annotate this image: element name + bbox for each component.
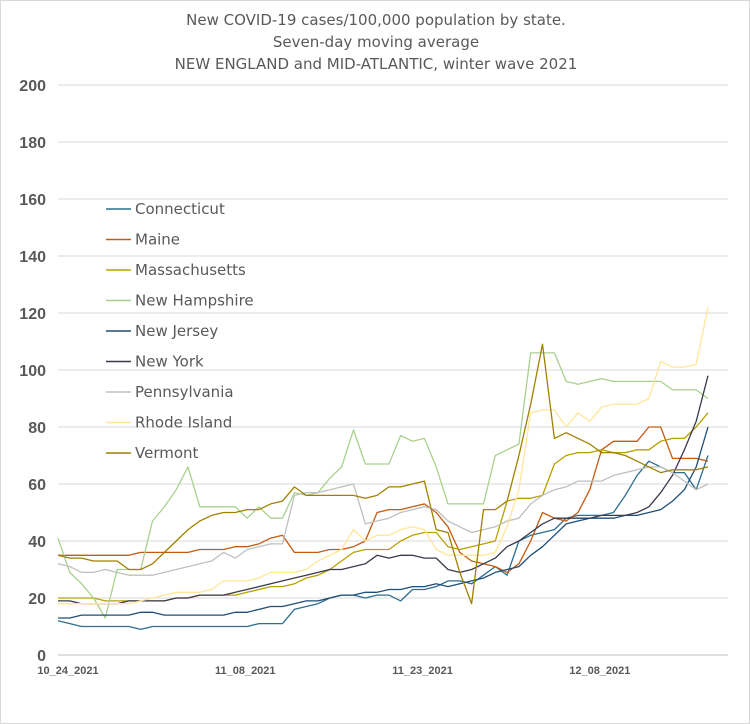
legend-label-maine: Maine — [135, 231, 180, 249]
y-tick-label: 0 — [37, 648, 46, 665]
y-tick-label: 40 — [28, 534, 46, 551]
chart-subtitle-2: NEW ENGLAND and MID-ATLANTIC, winter wav… — [174, 55, 578, 73]
y-tick-label: 60 — [28, 477, 46, 494]
y-tick-label: 140 — [19, 249, 46, 266]
x-tick-label: 12_08_2021 — [569, 665, 630, 677]
legend-label-massachusetts: Massachusetts — [135, 261, 246, 279]
legend-label-new-york: New York — [135, 353, 204, 371]
y-tick-label: 120 — [19, 306, 46, 323]
y-tick-label: 200 — [19, 78, 46, 95]
legend-label-vermont: Vermont — [135, 444, 199, 462]
series-line-vermont — [57, 343, 709, 605]
y-tick-label: 20 — [28, 591, 46, 608]
chart-subtitle: Seven-day moving average — [272, 33, 480, 51]
y-tick-label: 180 — [19, 135, 46, 152]
series-line-new-hampshire — [57, 352, 709, 619]
x-tick-label: 10_24_2021 — [37, 665, 98, 677]
series-line-new-york — [58, 375, 709, 605]
legend-label-rhode-island: Rhode Island — [135, 414, 232, 432]
legend-label-connecticut: Connecticut — [135, 200, 225, 218]
series-line-rhode-island — [58, 307, 709, 605]
legend-label-pennsylvania: Pennsylvania — [135, 383, 234, 401]
series-line-new-jersey — [58, 426, 709, 619]
legend-label-new-hampshire: New Hampshire — [135, 292, 254, 310]
series-line-connecticut — [57, 455, 709, 631]
x-tick-label: 11_08_2021 — [215, 665, 276, 677]
legend-label-new-jersey: New Jersey — [135, 322, 218, 340]
series-line-maine — [58, 426, 709, 574]
x-tick-label: 11_23_2021 — [392, 665, 453, 677]
y-tick-label: 80 — [28, 420, 46, 437]
series-line-pennsylvania — [57, 466, 709, 576]
chart-title: New COVID-19 cases/100,000 population by… — [186, 11, 566, 29]
y-tick-label: 160 — [19, 192, 46, 209]
series-line-massachusetts — [58, 412, 709, 602]
chart-title-block: New COVID-19 cases/100,000 population by… — [1, 9, 750, 75]
y-tick-label: 100 — [19, 363, 46, 380]
